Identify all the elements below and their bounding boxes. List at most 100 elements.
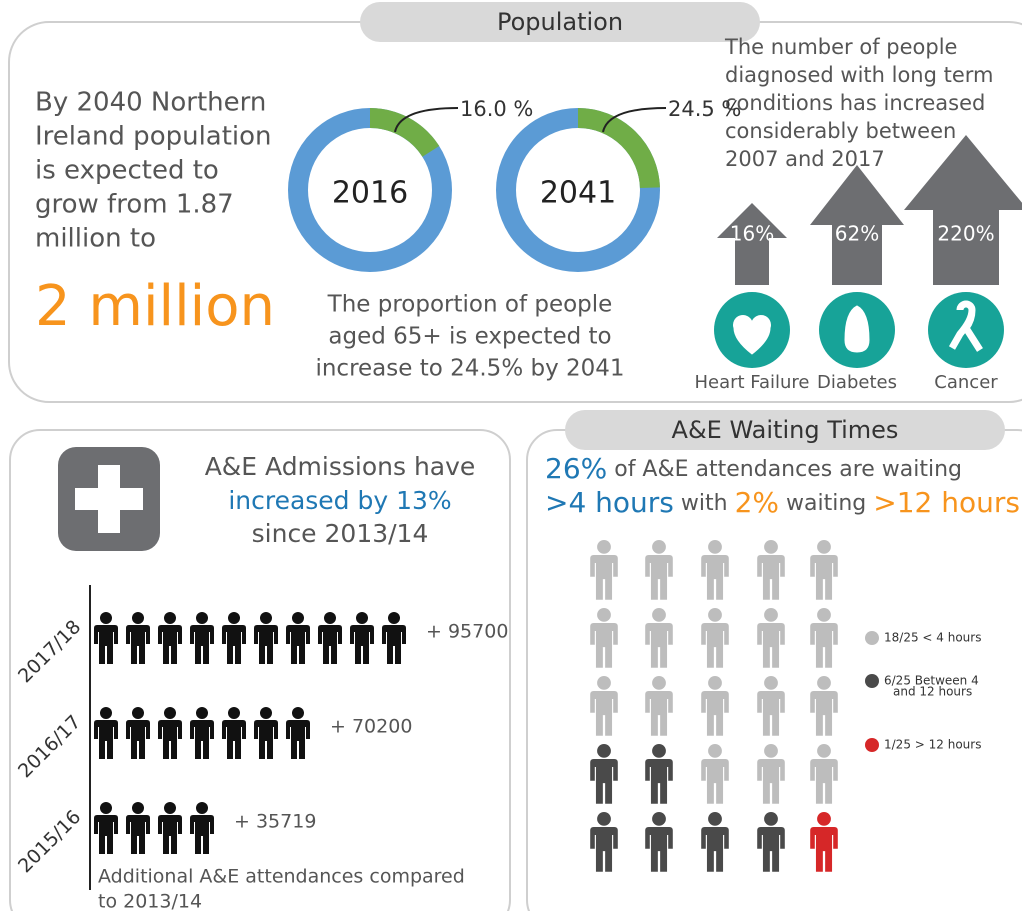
headline: increased by 13%: [228, 486, 451, 515]
person-head: [260, 707, 272, 719]
person-head: [228, 612, 240, 624]
person-body: [645, 690, 673, 736]
person-head: [597, 676, 611, 690]
person-head: [324, 612, 336, 624]
text-line: grow from 1.87: [35, 190, 234, 220]
legend-dot: [865, 738, 879, 752]
person-icon: [158, 802, 182, 854]
person-head: [292, 707, 304, 719]
arrow-label: 16%: [730, 222, 774, 246]
person-icon: [254, 612, 278, 664]
condition-name: Heart Failure: [694, 372, 809, 393]
text-line: 2007 and 2017: [725, 147, 885, 171]
person-head: [652, 608, 666, 622]
person-head: [597, 812, 611, 826]
arrow: [717, 203, 787, 285]
person-head: [100, 612, 112, 624]
person-icon: [645, 540, 673, 600]
condition-symbol: [844, 305, 870, 353]
donut-label: 24.5 %: [668, 97, 741, 121]
person-head: [196, 612, 208, 624]
row-label: + 95700: [426, 621, 508, 643]
person-icon: [590, 744, 618, 804]
person-icon: [701, 744, 729, 804]
text-line: The proportion of people: [327, 292, 613, 318]
person-head: [597, 744, 611, 758]
person-head: [196, 707, 208, 719]
admissions-panel: [9, 429, 511, 911]
person-body: [590, 690, 618, 736]
person-icon: [810, 812, 838, 872]
person-icon: [645, 812, 673, 872]
person-icon: [286, 707, 310, 759]
person-icon: [810, 540, 838, 600]
person-head: [708, 744, 722, 758]
person-body: [318, 625, 342, 664]
leader-line: [394, 107, 459, 133]
row-year: 2015/16: [14, 806, 85, 877]
headline-part: 26%: [545, 452, 607, 485]
person-body: [590, 758, 618, 804]
person-icon: [590, 676, 618, 736]
person-head: [260, 612, 272, 624]
person-icon: [757, 676, 785, 736]
title-pill: [360, 2, 760, 42]
person-body: [126, 815, 150, 854]
person-head: [292, 612, 304, 624]
person-head: [228, 707, 240, 719]
plus-icon: [75, 488, 143, 510]
person-icon: [254, 707, 278, 759]
legend-label: 18/25 < 4 hours: [884, 631, 981, 645]
person-icon: [190, 612, 214, 664]
person-head: [817, 676, 831, 690]
person-body: [590, 826, 618, 872]
person-head: [164, 707, 176, 719]
person-icon: [757, 608, 785, 668]
person-icon: [190, 802, 214, 854]
person-body: [645, 758, 673, 804]
person-icon: [94, 612, 118, 664]
person-head: [764, 676, 778, 690]
person-icon: [590, 812, 618, 872]
headline: >4 hours with 2% waiting >12 hours: [545, 486, 1020, 519]
person-head: [652, 540, 666, 554]
row-year: 2017/18: [14, 616, 85, 687]
person-body: [757, 758, 785, 804]
headline-part: >4 hours: [545, 486, 674, 519]
person-body: [254, 720, 278, 759]
person-head: [164, 802, 176, 814]
person-icon: [382, 612, 406, 664]
headline: since 2013/14: [252, 519, 429, 548]
person-body: [254, 625, 278, 664]
person-head: [817, 540, 831, 554]
condition-symbol: [733, 315, 771, 355]
person-body: [126, 720, 150, 759]
person-body: [645, 826, 673, 872]
person-body: [158, 625, 182, 664]
person-body: [701, 622, 729, 668]
person-icon: [701, 676, 729, 736]
person-head: [132, 802, 144, 814]
headline: 26% of A&E attendances are waiting: [545, 452, 962, 485]
person-icon: [158, 612, 182, 664]
waiting-title: A&E Waiting Times: [672, 416, 899, 444]
person-body: [350, 625, 374, 664]
condition-name: Diabetes: [817, 372, 897, 393]
person-body: [757, 622, 785, 668]
person-body: [757, 554, 785, 600]
person-icon: [701, 812, 729, 872]
person-head: [100, 802, 112, 814]
person-head: [764, 540, 778, 554]
person-head: [817, 812, 831, 826]
legend-label: 6/25 Between 4: [884, 674, 979, 688]
donut-share: [577, 108, 660, 189]
person-head: [132, 707, 144, 719]
person-icon: [590, 608, 618, 668]
arrow: [810, 165, 904, 285]
person-body: [590, 554, 618, 600]
person-icon: [757, 540, 785, 600]
text-line: increase to 24.5% by 2041: [315, 356, 624, 382]
person-icon: [645, 608, 673, 668]
